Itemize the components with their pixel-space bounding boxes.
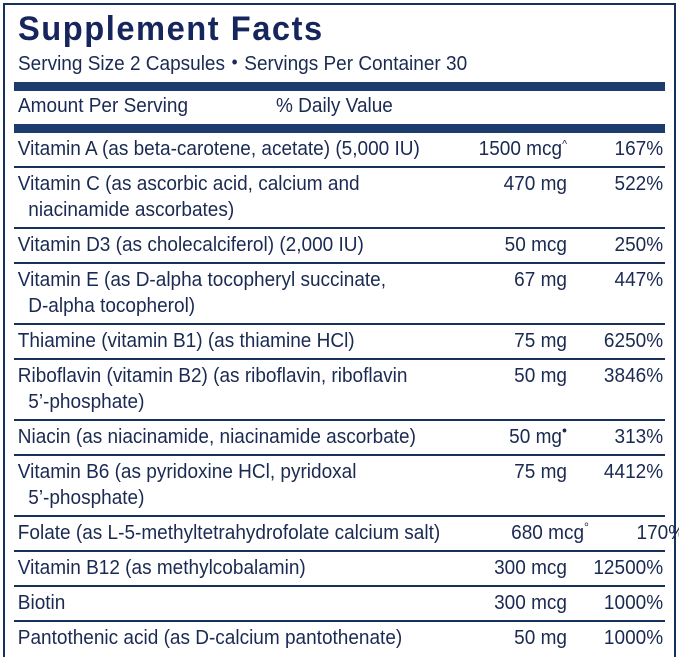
rule-bar-top [14,82,665,91]
nutrient-name-line: Vitamin D3 (as cholecalciferol) (2,000 I… [17,234,364,256]
servings-per-container-text: Servings Per Container 30 [244,53,468,75]
nutrient-amount: 75 mg [447,459,567,485]
nutrient-name: Riboflavin (vitamin B2) (as riboflavin, … [14,363,420,415]
table-row: Vitamin B6 (as pyridoxine HCl, pyridoxal… [14,454,665,515]
serving-size-text: Serving Size 2 Capsules [18,53,225,75]
nutrient-name-continuation: D-alpha tocopherol) [28,295,196,317]
header-amount-per-serving: Amount Per Serving [18,95,189,117]
nutrient-name-line: Vitamin B6 (as pyridoxine HCl, pyridoxal [17,461,357,483]
nutrient-amount: 75 mg [447,328,567,354]
nutrient-amount-value: 50 mg [514,365,567,387]
table-row: Folate (as L-5-methyltetrahydrofolate ca… [14,515,679,550]
nutrient-daily-value: 250% [614,234,664,256]
nutrient-daily-value: 4412% [603,461,664,483]
nutrient-daily-value: 6250% [603,330,664,352]
table-row: Thiamine (vitamin B1) (as thiamine HCl) 7… [14,323,665,358]
nutrient-name-line: Vitamin E (as D-alpha tocopheryl succina… [17,269,387,291]
nutrient-name-line: Vitamin B12 (as methylcobalamin) [17,557,306,579]
nutrient-name-line: Biotin [17,592,66,614]
nutrient-name: Vitamin E (as D-alpha tocopheryl succina… [14,267,420,319]
column-header-row: Amount Per Serving % Daily Value [14,91,665,121]
nutrient-amount: 680 mcg° [469,520,589,546]
nutrient-daily-value: 313% [614,426,664,448]
nutrient-amount-value: 470 mg [503,173,567,195]
nutrient-name: Vitamin B6 (as pyridoxine HCl, pyridoxal… [14,459,420,511]
nutrient-name: Vitamin A (as beta-carotene, acetate) (5… [14,136,420,162]
nutrient-name-line: Pantothenic acid (as D-calcium pantothen… [17,627,403,649]
footnote-mark-caret-icon: ^ [562,138,568,151]
nutrient-name-line: Thiamine (vitamin B1) (as thiamine HCl) [17,330,355,352]
table-row: Vitamin C (as ascorbic acid, calcium and… [14,166,665,227]
nutrient-name-line: Vitamin C (as ascorbic acid, calcium and [17,173,360,195]
nutrient-amount-value: 75 mg [514,461,567,483]
nutrient-daily-value: 12500% [593,557,664,579]
nutrient-amount: 50 mcg [447,232,567,258]
table-row: Niacin (as niacinamide, niacinamide asco… [14,419,665,454]
nutrient-amount: 50 mg [447,625,567,651]
nutrient-amount: 1500 mcg^ [448,136,568,162]
bullet-separator-icon: • [231,52,238,72]
nutrient-amount: 300 mcg [447,590,567,616]
serving-info: Serving Size 2 Capsules • Servings Per Con… [18,51,633,77]
table-row: Vitamin D3 (as cholecalciferol) (2,000 I… [14,227,665,262]
nutrient-name-line: Riboflavin (vitamin B2) (as riboflavin, … [17,365,408,387]
nutrient-name-continuation: 5’-phosphate) [28,391,145,413]
nutrient-daily-value: 447% [614,269,664,291]
table-row: Vitamin B12 (as methylcobalamin) 300 mcg 1… [14,550,665,585]
nutrient-amount-value: 300 mcg [494,592,567,614]
table-row: Riboflavin (vitamin B2) (as riboflavin, … [14,358,665,419]
page-title: Supplement Facts [18,10,324,48]
nutrient-daily-value: 3846% [603,365,664,387]
nutrient-amount-value: 75 mg [514,330,567,352]
label-panel: Supplement Facts Serving Size 2 Capsules… [3,3,679,657]
nutrient-name: Vitamin B12 (as methylcobalamin) [14,555,420,581]
nutrient-amount: 50 mg• [447,422,567,450]
nutrient-amount: 67 mg [447,267,567,293]
nutrient-amount-value: 680 mcg [510,522,584,544]
table-row: Pantothenic acid (as D-calcium pantothen… [14,620,665,655]
footnote-mark-dot-icon: • [561,422,567,440]
nutrient-amount-value: 50 mcg [504,234,567,256]
nutrient-name: Thiamine (vitamin B1) (as thiamine HCl) [14,328,420,354]
table-row: Biotin 300 mcg 1000% [14,585,665,620]
nutrient-name-line: Vitamin A (as beta-carotene, acetate) (5… [17,138,420,160]
nutrient-name: Vitamin C (as ascorbic acid, calcium and… [14,171,420,223]
nutrient-daily-value: 522% [614,173,664,195]
nutrient-daily-value: 167% [614,138,664,160]
nutrient-name: Niacin (as niacinamide, niacinamide asco… [14,424,420,450]
nutrient-name: Folate (as L-5-methyltetrahydrofolate ca… [14,520,440,546]
nutrient-amount-value: 50 mg [509,426,562,448]
nutrient-name: Vitamin D3 (as cholecalciferol) (2,000 I… [14,232,420,258]
nutrient-name-continuation: 5’-phosphate) [28,487,145,509]
nutrient-daily-value: 1000% [603,627,664,649]
nutrient-amount: 50 mg [447,363,567,389]
rule-bar-below-header [14,124,665,133]
nutrient-amount: 300 mcg [447,555,567,581]
table-row: Vitamin E (as D-alpha tocopheryl succina… [14,262,665,323]
nutrient-amount-value: 300 mcg [494,557,567,579]
nutrient-amount: 470 mg [447,171,567,197]
table-row: Vitamin A (as beta-carotene, acetate) (5… [14,133,665,166]
header-daily-value: % Daily Value [276,95,393,117]
nutrient-name-line: Folate (as L-5-methyltetrahydrofolate ca… [17,522,441,544]
nutrient-name-line: Niacin (as niacinamide, niacinamide asco… [17,426,416,448]
footnote-mark-deg-icon: ° [583,519,589,535]
nutrient-amount-value: 67 mg [514,269,567,291]
nutrient-daily-value: 170% [636,522,679,544]
nutrient-amount-value: 1500 mcg [478,138,563,160]
nutrient-table: Vitamin A (as beta-carotene, acetate) (5… [14,133,679,655]
nutrient-amount-value: 50 mg [514,627,567,649]
nutrient-name: Biotin [14,590,420,616]
nutrient-name: Pantothenic acid (as D-calcium pantothen… [14,625,420,651]
nutrient-daily-value: 1000% [603,592,664,614]
nutrient-name-continuation: niacinamide ascorbates) [28,199,235,221]
